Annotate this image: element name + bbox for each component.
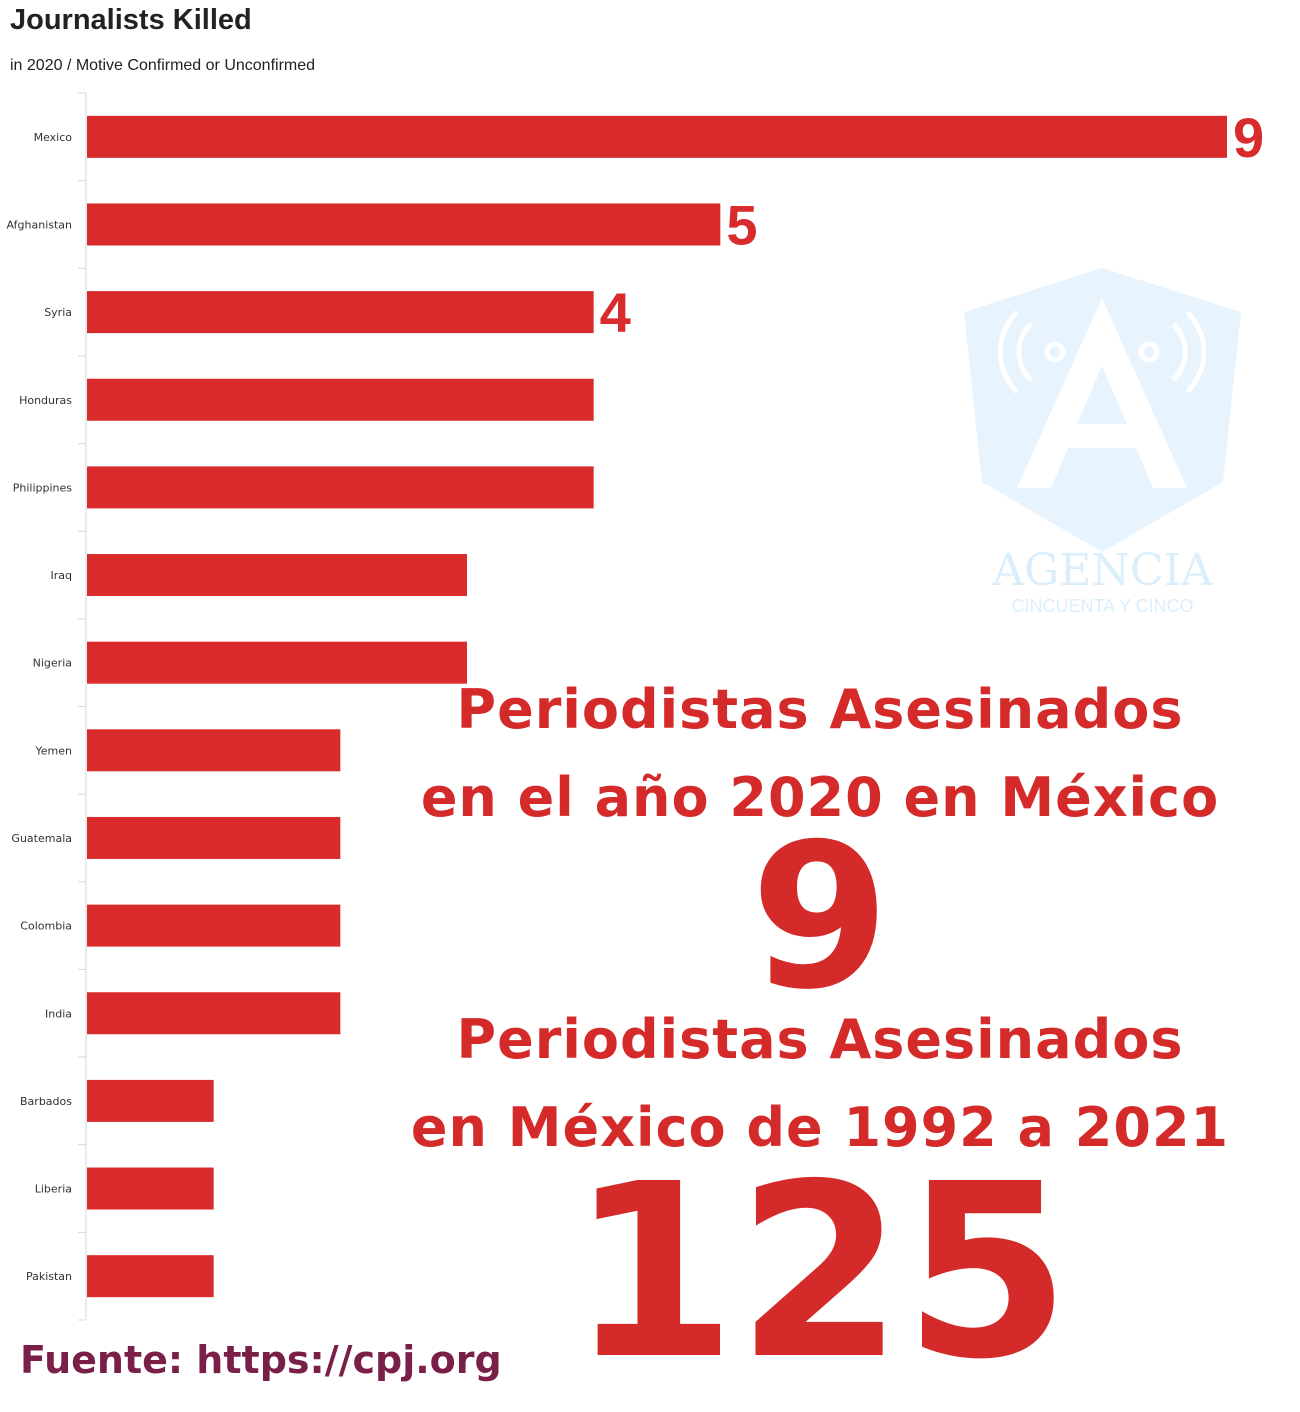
bar-chart: Mexico Afghanistan Syria Honduras Philippine…	[7, 92, 1264, 1321]
agencia-watermark-logo	[964, 268, 1241, 552]
bar	[87, 992, 341, 1035]
bar	[87, 291, 594, 334]
category-label: Liberia	[35, 1183, 72, 1196]
value-labels: 9 5 4	[600, 106, 1264, 344]
category-label: Syria	[44, 306, 72, 319]
category-label: Pakistan	[26, 1270, 72, 1283]
bar	[87, 378, 594, 421]
category-label: Barbados	[20, 1095, 72, 1108]
bar	[87, 554, 467, 597]
bar	[87, 1255, 214, 1298]
category-label: India	[45, 1007, 72, 1020]
watermark-signal-icon	[997, 310, 1207, 394]
bar	[87, 115, 1227, 158]
category-label: Iraq	[51, 569, 73, 582]
bar	[87, 904, 341, 947]
category-label: Colombia	[20, 920, 72, 933]
watermark-name: AGENCIA	[992, 545, 1213, 596]
category-labels: Mexico Afghanistan Syria Honduras Philippine…	[7, 131, 73, 1283]
bar	[87, 203, 721, 246]
bar	[87, 816, 341, 859]
bar	[87, 729, 341, 772]
value-label: 4	[600, 281, 631, 344]
value-label: 9	[1233, 106, 1264, 169]
category-label: Mexico	[34, 131, 73, 144]
category-label: Guatemala	[11, 832, 72, 845]
value-label: 5	[726, 193, 757, 256]
overlay-count-total: 125	[569, 1132, 1071, 1412]
category-label: Philippines	[13, 481, 73, 494]
category-label: Yemen	[35, 744, 73, 757]
bar	[87, 1079, 214, 1122]
bar-series	[87, 115, 1227, 1298]
source-credit: Fuente: https://cpj.org	[20, 1338, 502, 1382]
chart-subtitle: in 2020 / Motive Confirmed or Unconfirme…	[10, 57, 316, 74]
overlay-headline-2020: Periodistas Asesinados	[456, 678, 1184, 741]
overlay-headline-2020-detail: en el año 2020 en México	[420, 766, 1220, 829]
bar	[87, 1167, 214, 1210]
overlay-headline-total: Periodistas Asesinados	[456, 1008, 1184, 1071]
watermark-subtitle: CINCUENTA Y CINCO	[1011, 596, 1194, 616]
overlay-headline-total-detail: en México de 1992 a 2021	[410, 1096, 1230, 1159]
overlay-count-2020: 9	[750, 801, 890, 1034]
bar	[87, 466, 594, 509]
category-label: Nigeria	[33, 657, 72, 670]
category-label: Honduras	[19, 394, 72, 407]
y-axis	[78, 92, 87, 1321]
bar	[87, 641, 467, 684]
category-label: Afghanistan	[7, 218, 73, 231]
chart-title: Journalists Killed	[10, 4, 252, 36]
